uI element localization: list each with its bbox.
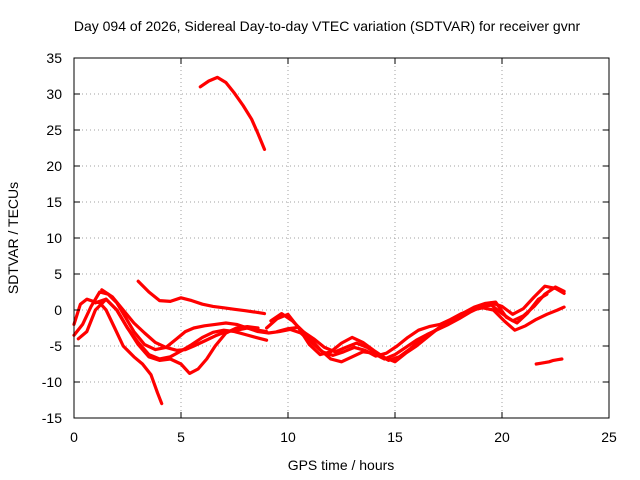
x-tick-label: 15 — [387, 429, 403, 445]
x-tick-label: 10 — [280, 429, 296, 445]
chart-title: Day 094 of 2026, Sidereal Day-to-day VTE… — [74, 18, 581, 34]
series-line-arc-7 — [76, 297, 260, 375]
series-lines — [72, 75, 566, 406]
tick-labels: 0 5 10 15 20 25 -15 -10 -5 0 5 10 15 20 25 30 35 — [42, 50, 617, 445]
series-line-arc-2 — [72, 297, 164, 406]
gridlines — [74, 58, 609, 418]
x-axis-label: GPS time / hours — [288, 457, 395, 473]
y-tick-label: 20 — [46, 158, 62, 174]
series-line-arc-5 — [100, 288, 269, 352]
y-tick-label: 0 — [54, 302, 62, 318]
series-line-arc-1 — [198, 75, 267, 151]
x-tick-label: 25 — [601, 429, 617, 445]
axis-ticks — [73, 57, 610, 419]
series-line-arc-11 — [534, 357, 564, 366]
y-tick-label: 5 — [54, 266, 62, 282]
y-tick-label: 15 — [46, 194, 62, 210]
series-line-arc-6 — [136, 279, 267, 316]
y-tick-label: -15 — [42, 410, 62, 426]
x-tick-label: 5 — [177, 429, 185, 445]
x-tick-label: 0 — [70, 429, 78, 445]
y-tick-label: 35 — [46, 50, 62, 66]
y-axis-label: SDTVAR / TECUs — [5, 182, 21, 294]
x-tick-label: 20 — [494, 429, 510, 445]
y-tick-label: 30 — [46, 86, 62, 102]
y-tick-label: -10 — [42, 374, 62, 390]
y-tick-label: -5 — [50, 338, 63, 354]
y-tick-label: 25 — [46, 122, 62, 138]
series-line-arc-10 — [265, 284, 566, 364]
y-tick-label: 10 — [46, 230, 62, 246]
